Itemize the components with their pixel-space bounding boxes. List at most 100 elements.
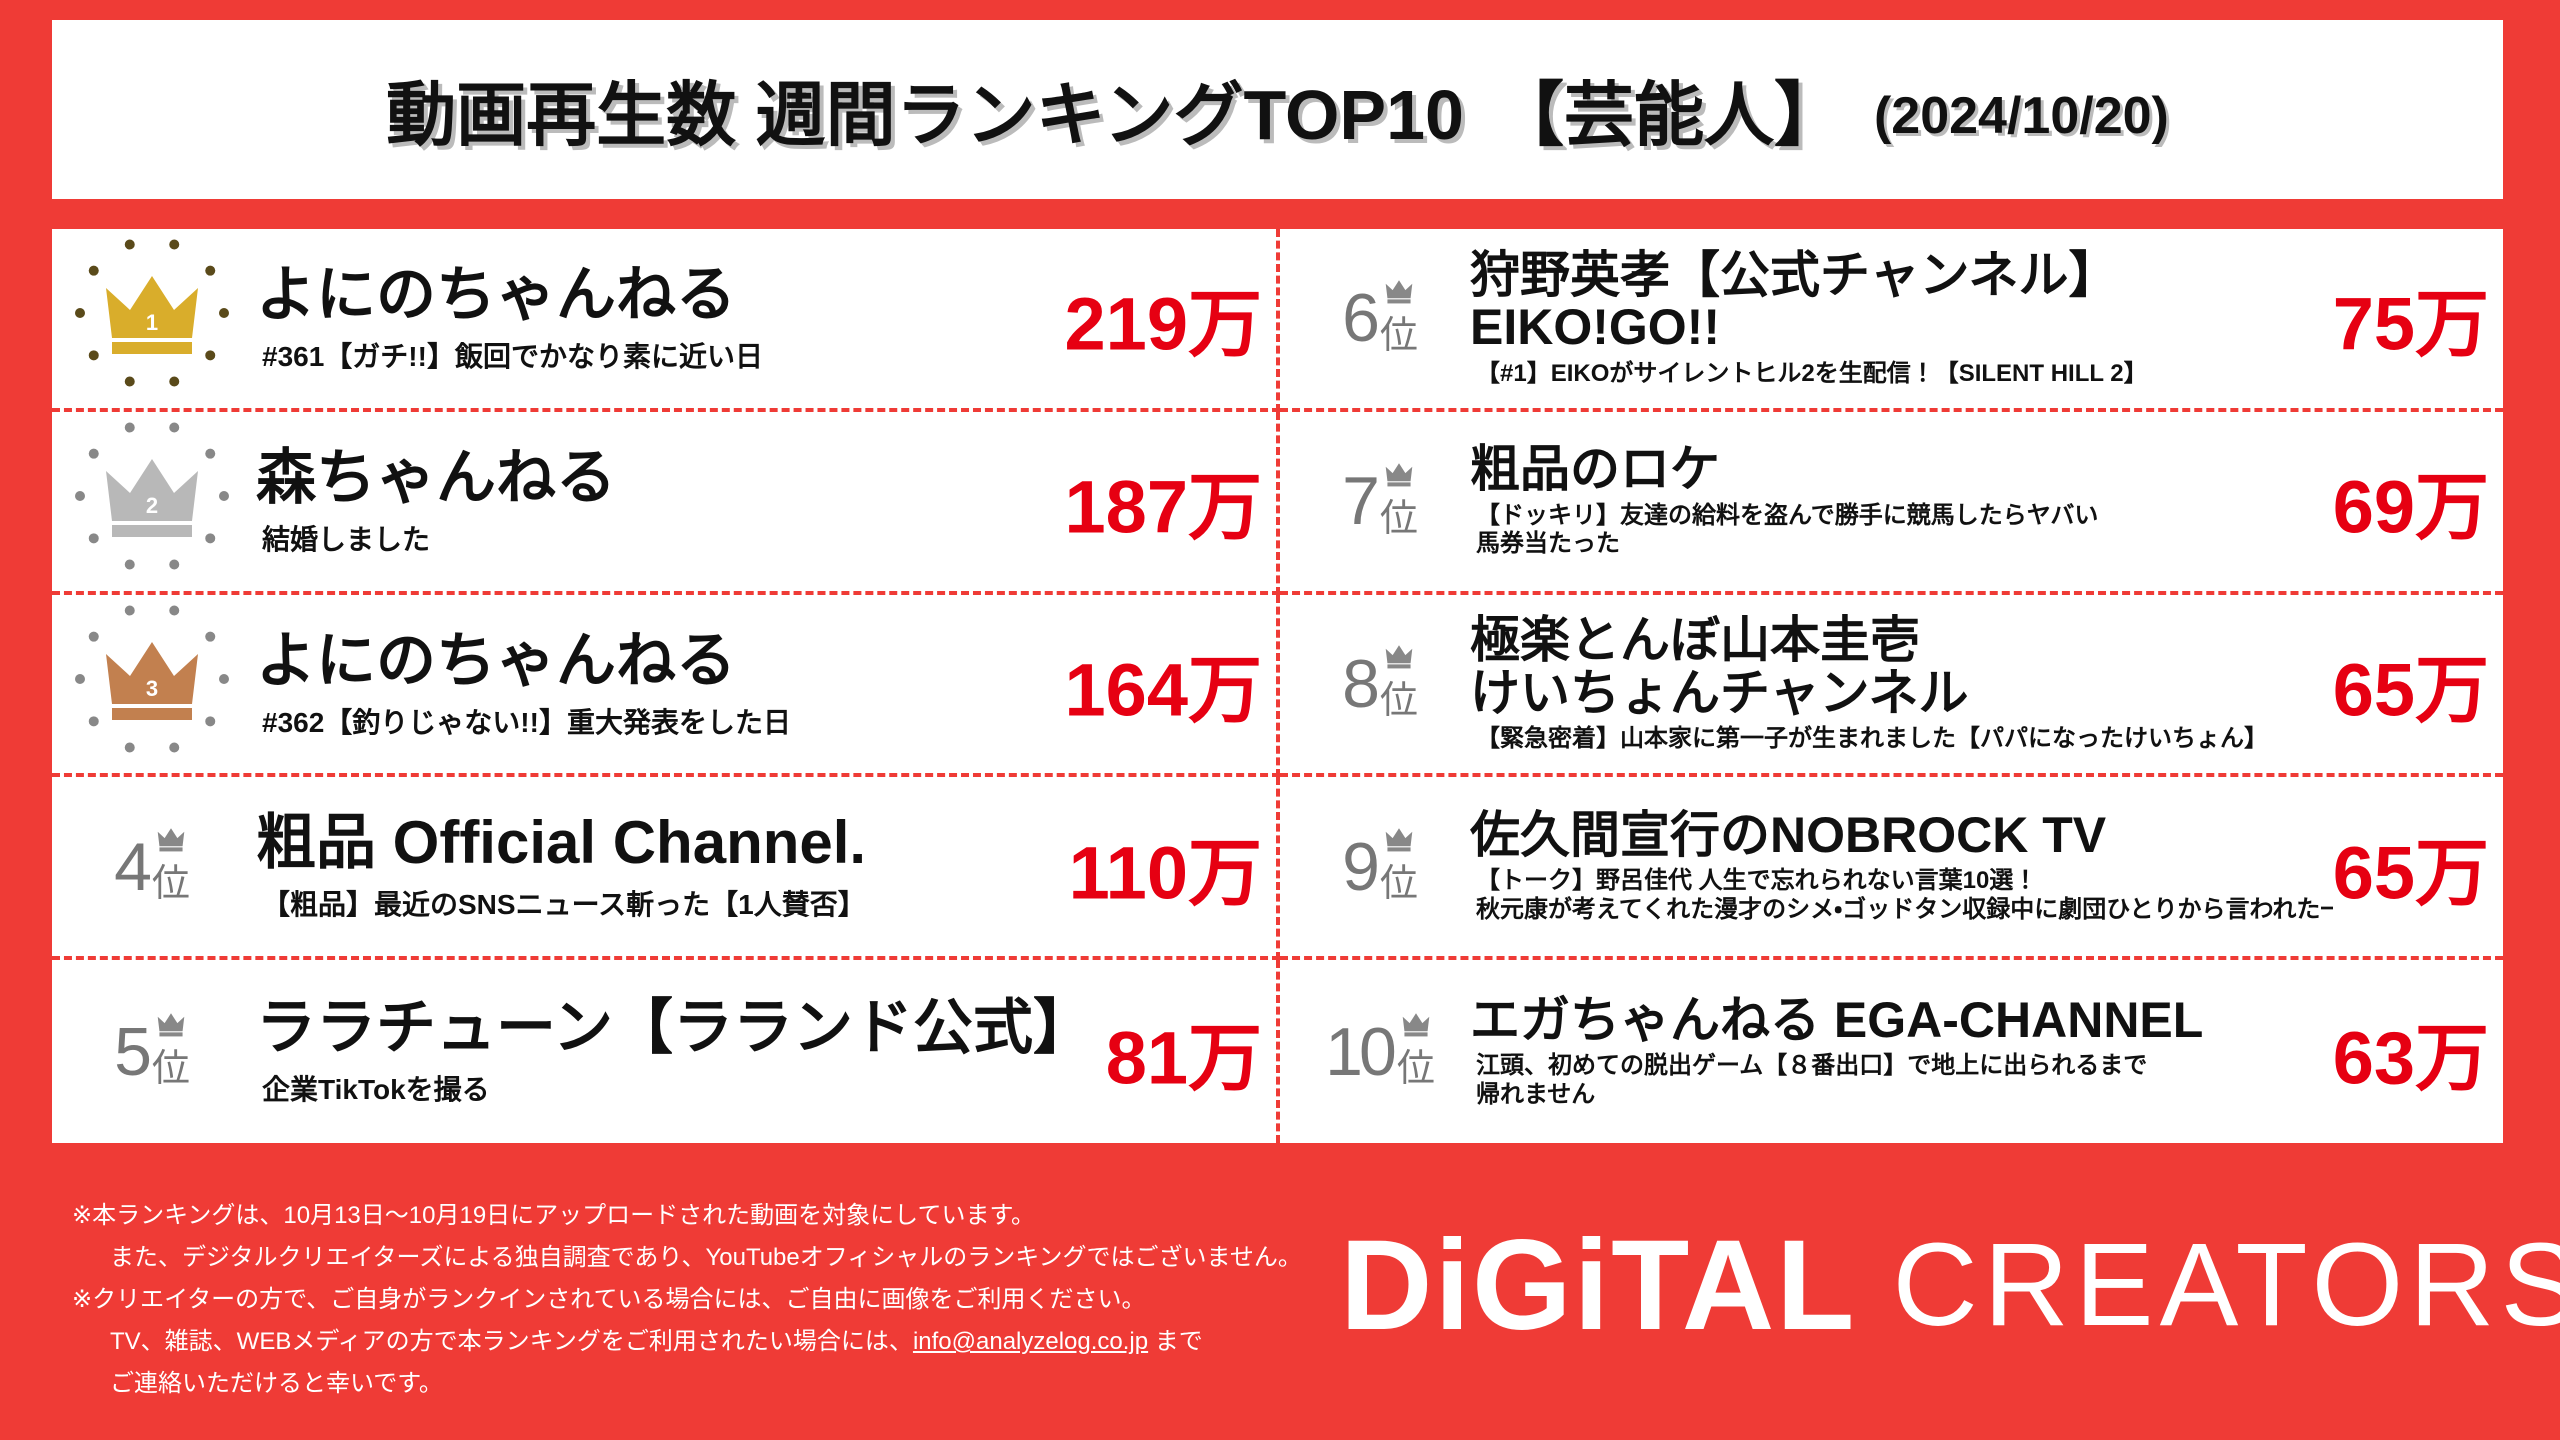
- crown-base: [112, 525, 192, 538]
- channel-name: ララチューン【ラランド公式】: [256, 994, 1093, 1062]
- crown-shape: [1402, 1013, 1430, 1032]
- star: [124, 605, 135, 616]
- star: [205, 266, 216, 277]
- channel-name: 森ちゃんねる: [256, 443, 616, 511]
- rank-unit: 位: [151, 1048, 190, 1091]
- rank-number: 5: [114, 1013, 152, 1090]
- crown: [1402, 1013, 1430, 1037]
- ranking-row: 3 よにのちゃんねる #362【釣りじゃない!!】重大発表をした日 164万: [52, 594, 1280, 778]
- crown-base: [112, 707, 192, 720]
- rank: 1: [52, 229, 252, 408]
- crown: [1385, 280, 1413, 304]
- crown-shape: [1385, 462, 1413, 481]
- star: [205, 631, 216, 642]
- crown: 1: [75, 239, 229, 387]
- rank-unit: 位: [1379, 314, 1418, 357]
- crown-shape: [106, 276, 198, 339]
- view-count: 65万: [2332, 813, 2489, 921]
- channel-name: 狩野英孝【公式チャンネル】 EIKO!GO!!: [1470, 246, 2119, 355]
- ranking-row: 6 位狩野英孝【公式チャンネル】 EIKO!GO!! 【#1】EIKOがサイレントヒ…: [1280, 229, 2503, 412]
- rank-unit-box: 位: [152, 1011, 190, 1092]
- crown-shape: [106, 459, 198, 522]
- rank-unit: 位: [1396, 1048, 1435, 1091]
- crown-base: [159, 847, 183, 852]
- crown: 3: [75, 605, 229, 753]
- rank-unit-box: 位: [152, 826, 190, 907]
- rank-number: 4: [114, 828, 152, 905]
- logo-text: CREATORS: [1892, 1219, 2560, 1351]
- view-count: 75万: [2332, 264, 2489, 372]
- text-block: よにのちゃんねる #361【ガチ!!】飯回でかなり素に近い日: [256, 229, 1276, 408]
- crown: [1385, 462, 1413, 487]
- crown: [157, 1013, 185, 1037]
- rank-unit-box: 位: [1380, 461, 1418, 542]
- video-title: 【トーク】野呂佳代 人生で忘れられない言葉10選！ 秋元康が考えてくれた漫才のシ…: [1476, 867, 2369, 924]
- rank-number: 1: [146, 310, 158, 335]
- logo-text: DiGiTAL: [1340, 1213, 1857, 1357]
- rank-unit-box: 位: [1397, 1011, 1435, 1092]
- star: [219, 673, 229, 684]
- view-count: 63万: [2332, 998, 2489, 1106]
- rank-unit: 位: [151, 863, 190, 906]
- star: [219, 308, 229, 319]
- ranking-row: 7 位粗品のロケ 【ドッキリ】友達の給料を盗んで勝手に競馬したらヤバい 馬券当たった…: [1280, 412, 2503, 595]
- crown-base: [112, 342, 192, 355]
- text-block: よにのちゃんねる #362【釣りじゃない!!】重大発表をした日: [256, 595, 1276, 774]
- crown-shape: [157, 1013, 185, 1032]
- star: [124, 376, 135, 387]
- title: 動画再生数 週間ランキングTOP10: [386, 76, 1464, 154]
- ranking-row: 5 位ララチューン【ラランド公式】 企業TikTokを撮る 81万: [52, 960, 1280, 1143]
- rank-unit-box: 位: [1380, 826, 1418, 907]
- rank-unit: 位: [1379, 680, 1418, 723]
- view-count: 187万: [1064, 447, 1262, 555]
- crown: [1385, 828, 1413, 852]
- crown-base: [1387, 847, 1411, 852]
- logo: DiGiTAL CREATORS: [1340, 1210, 2560, 1360]
- star: [88, 266, 99, 277]
- star: [169, 559, 180, 570]
- star: [75, 673, 85, 684]
- note: TV、雑誌、WEBメディアの方で本ランキングをご利用されたい場合には、: [110, 1328, 913, 1355]
- rank-number: 7: [1342, 463, 1380, 540]
- rank: 10 位: [1280, 960, 1480, 1143]
- view-count: 164万: [1064, 630, 1262, 738]
- text-block: 佐久間宣行のNOBROCK TV 【トーク】野呂佳代 人生で忘れられない言葉10選…: [1470, 777, 2503, 956]
- crown-base: [1387, 664, 1411, 669]
- rank: 2: [52, 412, 252, 591]
- star: [124, 422, 135, 433]
- star: [169, 239, 180, 250]
- note: まで: [1154, 1328, 1203, 1355]
- rank: 3: [52, 595, 252, 774]
- note: ご連絡いただけると幸いです。: [110, 1370, 443, 1397]
- crown-shape: [106, 641, 198, 704]
- star: [205, 716, 216, 727]
- note: ※本ランキングは、10月13日～10月19日にアップロードされた動画を対象にして…: [72, 1202, 1036, 1229]
- text-block: 粗品 Official Channel. 【粗品】最近のSNSニュース斬った【1人…: [256, 777, 1276, 956]
- video-title: #362【釣りじゃない!!】重大発表をした日: [262, 706, 791, 738]
- star: [169, 422, 180, 433]
- video-title: 結婚しました: [262, 523, 431, 555]
- crown-base: [1387, 482, 1411, 487]
- email-link[interactable]: info@analyzelog.co.jp: [912, 1328, 1149, 1355]
- star: [75, 308, 85, 319]
- star: [75, 491, 85, 502]
- view-count: 81万: [1105, 998, 1262, 1106]
- ranking-row: 4 位 粗品 Official Channel. 【粗品】最近のSNSニュース斬った【…: [52, 777, 1280, 961]
- channel-name: エガちゃんねる EGA-CHANNEL: [1470, 991, 2204, 1048]
- star: [88, 716, 99, 727]
- rank-number: 2: [146, 493, 158, 518]
- view-count: 65万: [2332, 630, 2489, 738]
- text-block: ララチューン【ラランド公式】 企業TikTokを撮る: [256, 960, 1276, 1143]
- crown-base: [1404, 1032, 1428, 1037]
- ranking-row: 10 位エガちゃんねる EGA-CHANNEL 江頭、初めての脱出ゲーム【８番出口】…: [1280, 960, 2503, 1143]
- text-block: 極楽とんぼ山本圭壱 けいちょんチャンネル 【緊急密着】山本家に第一子が生まれました…: [1470, 595, 2503, 774]
- title-highlight: 【芸能人】: [1494, 59, 1844, 160]
- ranking-row: 9 位佐久間宣行のNOBROCK TV 【トーク】野呂佳代 人生で忘れられない言葉1…: [1280, 777, 2503, 961]
- star: [169, 742, 180, 753]
- rank-number: 6: [1342, 280, 1380, 357]
- star: [124, 559, 135, 570]
- channel-name: よにのちゃんねる: [256, 261, 736, 329]
